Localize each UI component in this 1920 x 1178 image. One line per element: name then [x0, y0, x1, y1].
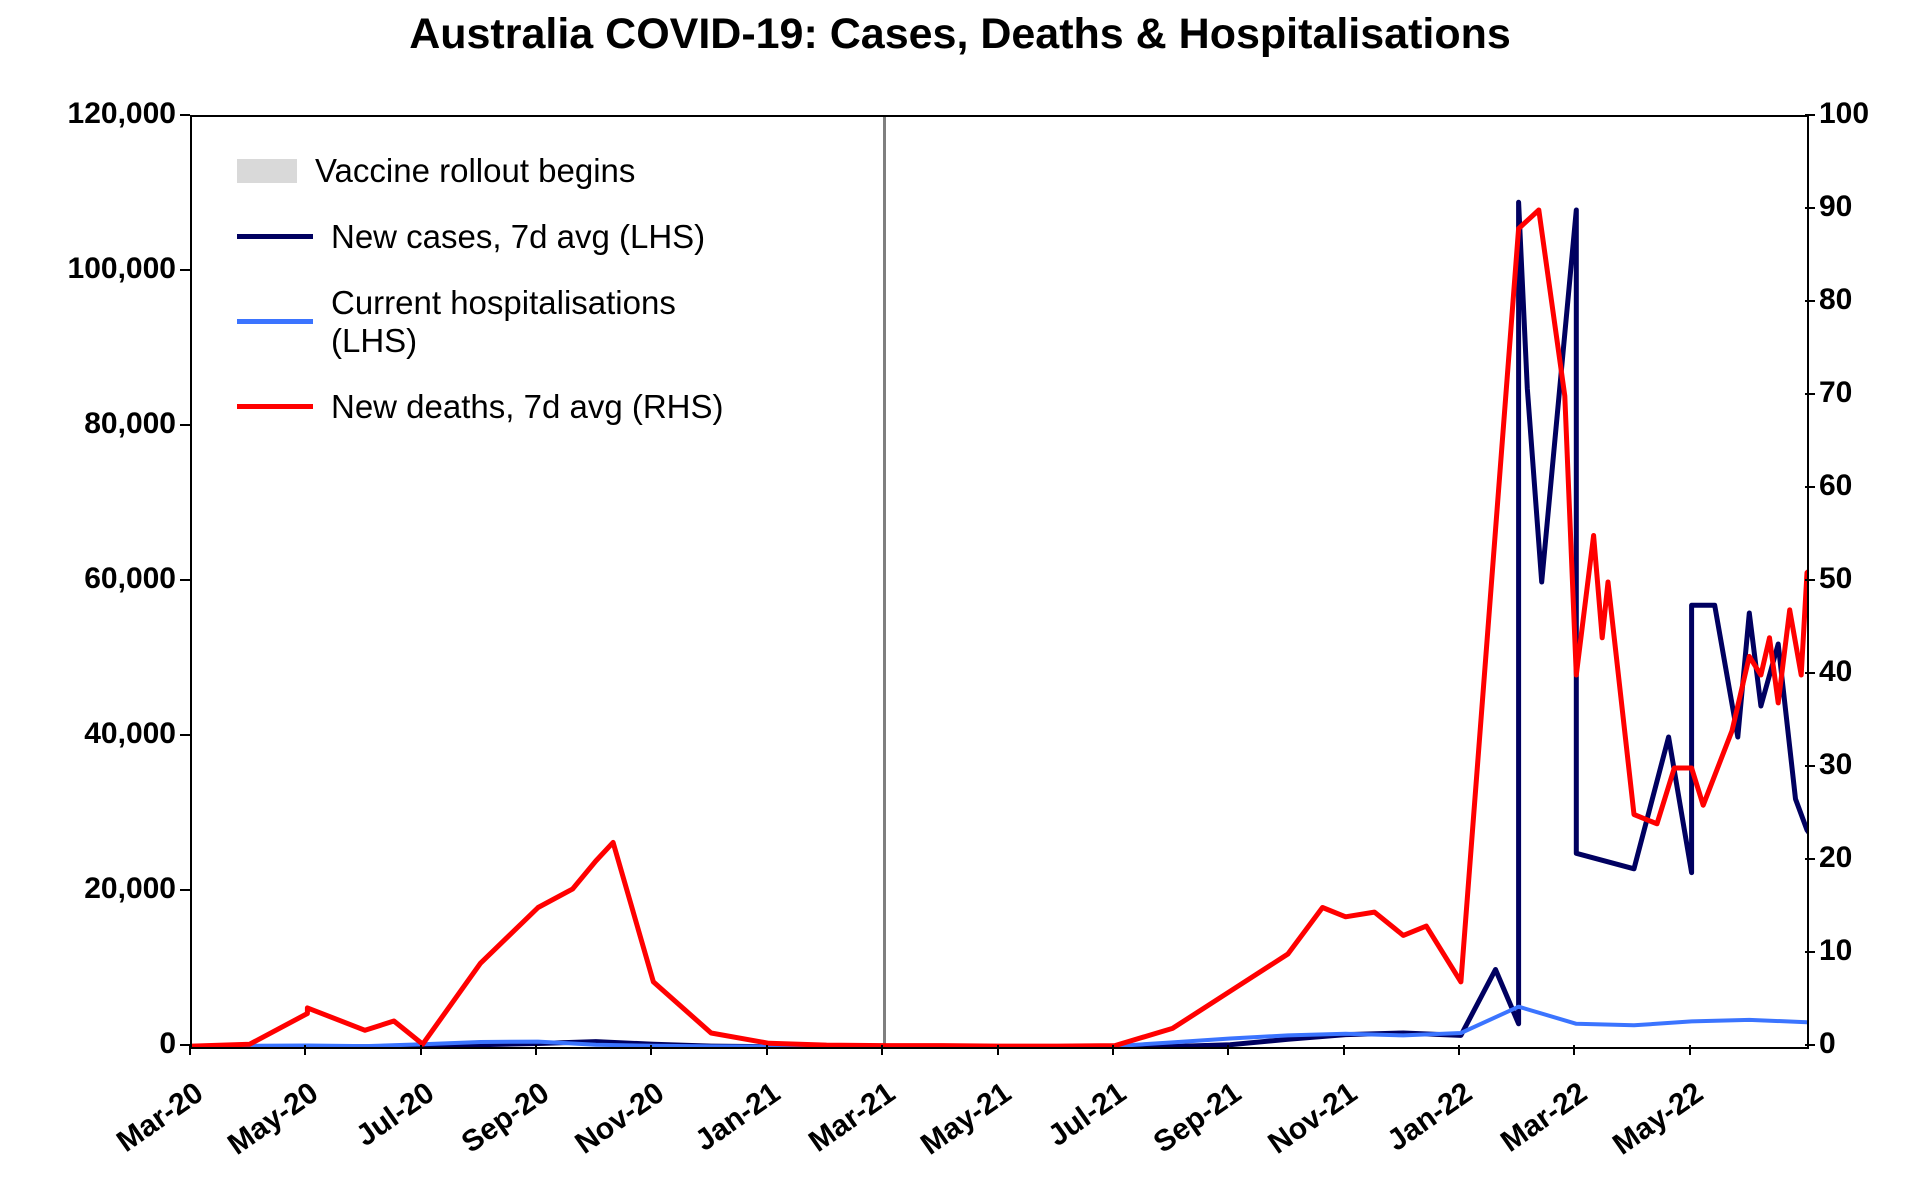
plot-area: Vaccine rollout begins New cases, 7d avg …	[190, 115, 1809, 1049]
y-right-tick-label: 30	[1819, 748, 1852, 782]
legend-label: New cases, 7d avg (LHS)	[331, 218, 705, 256]
y-right-tick-label: 90	[1819, 190, 1852, 224]
y-right-tick	[1805, 486, 1815, 488]
legend-label: New deaths, 7d avg (RHS)	[331, 388, 724, 426]
y-left-tick	[180, 114, 190, 116]
y-right-tick-label: 40	[1819, 655, 1852, 689]
y-right-tick-label: 100	[1819, 97, 1869, 131]
y-left-tick-label: 20,000	[84, 872, 176, 906]
y-left-tick	[180, 579, 190, 581]
x-tick	[535, 1045, 537, 1055]
legend: Vaccine rollout begins New cases, 7d avg …	[237, 152, 724, 454]
legend-item: New cases, 7d avg (LHS)	[237, 218, 724, 256]
legend-label: Vaccine rollout begins	[315, 152, 635, 190]
y-right-tick	[1805, 951, 1815, 953]
y-right-tick-label: 20	[1819, 841, 1852, 875]
legend-label: Current hospitalisations(LHS)	[331, 284, 676, 360]
y-right-tick	[1805, 672, 1815, 674]
legend-item: Current hospitalisations(LHS)	[237, 284, 724, 360]
x-tick	[1573, 1045, 1575, 1055]
x-tick-label: May-22	[1567, 1076, 1709, 1178]
y-left-tick-label: 120,000	[68, 97, 176, 131]
y-left-tick	[180, 889, 190, 891]
y-right-tick	[1805, 1044, 1815, 1046]
chart-title: Australia COVID-19: Cases, Deaths & Hosp…	[0, 10, 1920, 59]
x-tick	[881, 1045, 883, 1055]
y-left-tick	[180, 424, 190, 426]
legend-item: New deaths, 7d avg (RHS)	[237, 388, 724, 426]
x-tick	[1458, 1045, 1460, 1055]
legend-swatch-line	[237, 234, 313, 239]
y-left-tick-label: 60,000	[84, 562, 176, 596]
x-tick	[189, 1045, 191, 1055]
y-right-tick	[1805, 300, 1815, 302]
y-right-tick-label: 10	[1819, 934, 1852, 968]
x-tick	[997, 1045, 999, 1055]
y-left-tick-label: 40,000	[84, 717, 176, 751]
legend-swatch-line	[237, 319, 313, 324]
y-right-tick-label: 60	[1819, 469, 1852, 503]
chart-container: Australia COVID-19: Cases, Deaths & Hosp…	[0, 0, 1920, 1178]
y-right-tick	[1805, 393, 1815, 395]
x-tick	[1112, 1045, 1114, 1055]
legend-swatch-line	[237, 404, 313, 409]
y-right-tick-label: 50	[1819, 562, 1852, 596]
y-left-tick-label: 0	[159, 1027, 176, 1061]
x-tick	[1689, 1045, 1691, 1055]
x-tick	[304, 1045, 306, 1055]
y-right-tick-label: 80	[1819, 283, 1852, 317]
x-tick	[420, 1045, 422, 1055]
y-left-tick	[180, 734, 190, 736]
x-tick	[1343, 1045, 1345, 1055]
y-right-tick	[1805, 207, 1815, 209]
x-tick	[650, 1045, 652, 1055]
y-left-tick-label: 80,000	[84, 407, 176, 441]
x-tick	[1227, 1045, 1229, 1055]
y-right-tick	[1805, 114, 1815, 116]
legend-item: Vaccine rollout begins	[237, 152, 724, 190]
y-right-tick	[1805, 858, 1815, 860]
y-left-tick	[180, 269, 190, 271]
y-right-tick	[1805, 765, 1815, 767]
legend-swatch-box	[237, 159, 297, 183]
x-tick	[766, 1045, 768, 1055]
y-left-tick-label: 100,000	[68, 252, 176, 286]
y-right-tick	[1805, 579, 1815, 581]
y-right-tick-label: 0	[1819, 1027, 1836, 1061]
y-right-tick-label: 70	[1819, 376, 1852, 410]
